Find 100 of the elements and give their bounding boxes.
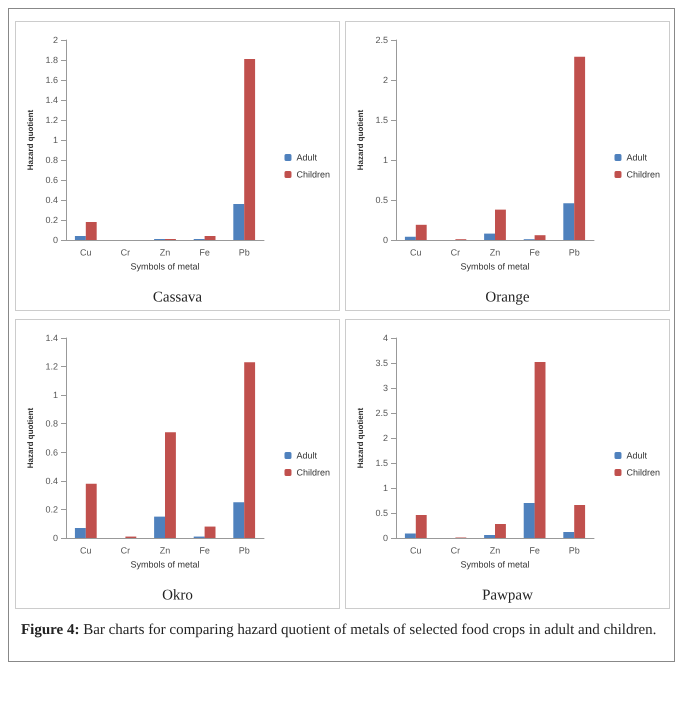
y-tick-label: 2.5 <box>375 408 388 418</box>
y-tick-label: 1.4 <box>45 333 58 343</box>
text: Orange <box>485 290 530 306</box>
bar <box>233 204 244 240</box>
bar <box>404 534 416 538</box>
x-tick-label: Zn <box>160 248 170 258</box>
y-tick-label: 1.8 <box>45 55 58 65</box>
y-tick-label: 4 <box>382 333 388 343</box>
legend-label: Children <box>296 468 330 478</box>
bar <box>404 236 416 240</box>
y-tick-label: 1.2 <box>45 362 58 372</box>
bar <box>154 516 165 538</box>
y-tick-label: 0.8 <box>45 155 58 165</box>
x-tick-label: Pb <box>568 546 580 556</box>
y-axis-title: Hazard quotient <box>26 109 36 170</box>
y-tick-label: 0.4 <box>45 476 58 486</box>
x-tick-label: Cu <box>80 546 92 556</box>
x-tick-label: Cu <box>80 248 92 258</box>
legend-label: Adult <box>626 450 648 460</box>
bar <box>574 505 586 538</box>
y-tick-label: 0 <box>52 235 58 245</box>
x-tick-label: Cu <box>410 546 422 556</box>
bar <box>534 235 546 240</box>
y-tick-label: 1.2 <box>45 115 58 125</box>
x-tick-label: Zn <box>490 546 500 556</box>
x-tick-label: Cr <box>450 546 460 556</box>
x-axis-title: Symbols of metal <box>130 560 200 570</box>
y-tick-label: 0.4 <box>45 195 58 205</box>
x-tick-label: Cu <box>410 248 422 258</box>
legend-label: Children <box>626 468 660 478</box>
legend-label: Adult <box>296 152 318 162</box>
bar <box>74 236 86 240</box>
y-tick-label: 1.5 <box>375 458 388 468</box>
x-tick-label: Pb <box>238 248 250 258</box>
y-tick-label: 0.6 <box>45 447 58 458</box>
x-tick-label: Cr <box>120 546 130 556</box>
bar <box>86 222 97 240</box>
y-tick-label: 0.8 <box>45 418 58 429</box>
legend-label: Children <box>626 170 660 180</box>
bar <box>165 432 176 538</box>
x-axis-title: Symbols of metal <box>460 560 530 570</box>
y-tick-label: 0 <box>382 235 388 245</box>
x-tick-label: Cr <box>450 248 460 258</box>
y-tick-label: 0.5 <box>375 195 388 205</box>
y-tick-label: 3.5 <box>375 358 388 368</box>
y-tick-label: 0.6 <box>45 175 58 185</box>
y-tick-label: 1.5 <box>375 115 388 125</box>
bar <box>233 502 244 538</box>
legend-label: Children <box>296 170 330 180</box>
y-tick-label: 2 <box>382 75 388 85</box>
bar <box>244 59 256 240</box>
y-tick-label: 1 <box>52 135 58 145</box>
y-tick-label: 2 <box>52 35 58 45</box>
y-tick-label: 0.5 <box>375 508 388 518</box>
bar <box>495 524 506 538</box>
text: Pawpaw <box>482 588 534 604</box>
y-tick-label: 0 <box>52 533 58 543</box>
x-axis-title: Symbols of metal <box>460 262 530 272</box>
y-tick-label: 1 <box>52 390 58 400</box>
bar <box>524 503 535 538</box>
x-tick-label: Fe <box>199 248 210 258</box>
x-tick-label: Zn <box>160 546 170 556</box>
y-tick-label: 0 <box>382 533 388 543</box>
x-tick-label: Cr <box>120 248 130 258</box>
bar <box>484 535 495 538</box>
bar <box>74 528 86 538</box>
y-tick-label: 0.2 <box>45 215 58 225</box>
bar <box>86 484 97 538</box>
bar <box>574 56 586 240</box>
bar <box>563 203 574 240</box>
bar <box>416 515 427 538</box>
bar <box>495 210 506 240</box>
x-tick-label: Fe <box>529 546 540 556</box>
y-tick-label: 3 <box>382 383 388 393</box>
x-tick-label: Fe <box>529 248 540 258</box>
x-tick-label: Pb <box>568 248 580 258</box>
y-tick-label: 0.2 <box>45 504 58 514</box>
x-tick-label: Fe <box>199 546 210 556</box>
bar <box>563 532 574 538</box>
caption: Figure 4: Bar charts for comparing hazard quotient of metals of selected food crops in adult and children. <box>21 622 656 638</box>
y-tick-label: 1 <box>382 155 388 165</box>
bar <box>204 526 216 538</box>
legend-label: Adult <box>626 152 648 162</box>
bar <box>534 362 546 538</box>
y-tick-label: 1.4 <box>45 95 58 105</box>
y-tick-label: 2 <box>382 433 388 443</box>
x-tick-label: Pb <box>238 546 250 556</box>
y-tick-label: 1 <box>382 483 388 493</box>
text: Okro <box>162 588 193 604</box>
x-tick-label: Zn <box>490 248 500 258</box>
bar <box>416 224 427 240</box>
bar <box>204 236 216 240</box>
x-axis-title: Symbols of metal <box>130 262 200 272</box>
y-axis-title: Hazard quotient <box>356 109 366 170</box>
bar <box>484 234 495 240</box>
legend-label: Adult <box>296 450 318 460</box>
y-tick-label: 1.6 <box>45 75 58 85</box>
text: Cassava <box>152 290 202 306</box>
bar <box>244 362 256 538</box>
y-tick-label: 2.5 <box>375 35 388 45</box>
